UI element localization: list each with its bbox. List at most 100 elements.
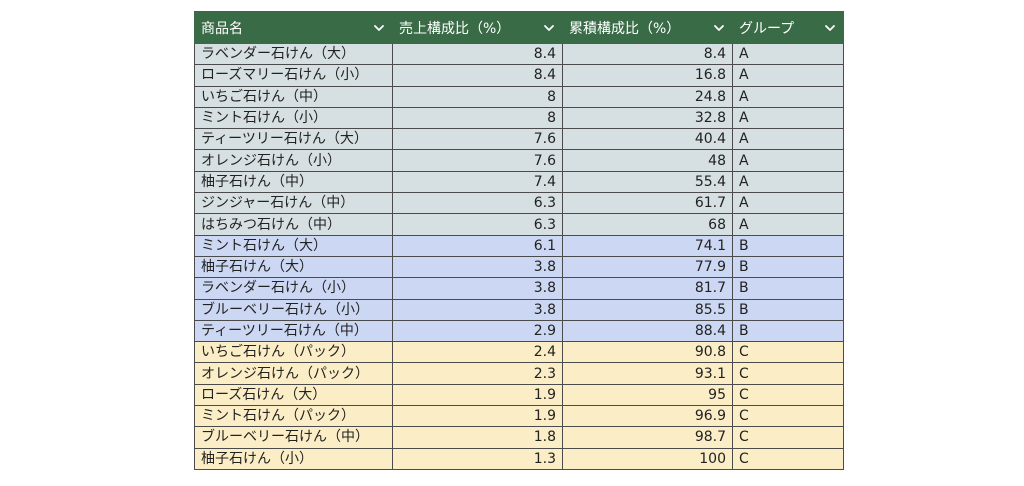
cumulative-share-cell[interactable]: 61.7 bbox=[562, 192, 733, 215]
sales-share-cell[interactable]: 8 bbox=[392, 106, 563, 130]
sales-share-cell[interactable]: 1.8 bbox=[392, 426, 563, 449]
cumulative-share-cell[interactable]: 100 bbox=[562, 447, 733, 470]
product-name-cell[interactable]: 柚子石けん（中） bbox=[194, 170, 393, 194]
sales-share-cell[interactable]: 7.6 bbox=[392, 149, 563, 172]
product-name-cell[interactable]: 柚子石けん（小） bbox=[194, 447, 393, 470]
group-cell[interactable]: A bbox=[732, 192, 844, 215]
group-cell[interactable]: B bbox=[732, 234, 844, 257]
cumulative-share-cell[interactable]: 88.4 bbox=[562, 319, 733, 343]
cumulative-share-cell[interactable]: 8.4 bbox=[562, 42, 733, 66]
cumulative-share-cell[interactable]: 24.8 bbox=[562, 85, 733, 108]
group-cell[interactable]: A bbox=[732, 170, 844, 194]
product-name-cell[interactable]: ラベンダー石けん（小） bbox=[194, 277, 393, 300]
data-table-container: 商品名 売上構成比（%） 累 bbox=[194, 11, 844, 470]
cumulative-share-cell[interactable]: 98.7 bbox=[562, 426, 733, 449]
table-row: ラベンダー石けん（小） 3.8 81.7 B bbox=[194, 277, 844, 300]
group-cell[interactable]: C bbox=[732, 383, 844, 407]
sales-share-cell[interactable]: 7.6 bbox=[392, 128, 563, 151]
column-header-group[interactable]: グループ bbox=[732, 11, 844, 44]
product-name-cell[interactable]: ティーツリー石けん（大） bbox=[194, 128, 393, 151]
sales-share-cell[interactable]: 2.9 bbox=[392, 319, 563, 343]
table-row: 柚子石けん（大） 3.8 77.9 B bbox=[194, 255, 844, 279]
cumulative-share-cell[interactable]: 96.9 bbox=[562, 405, 733, 428]
product-name-cell[interactable]: ブルーベリー石けん（中） bbox=[194, 426, 393, 449]
chevron-down-icon[interactable] bbox=[712, 21, 726, 35]
product-name-cell[interactable]: ラベンダー石けん（大） bbox=[194, 42, 393, 66]
product-name-cell[interactable]: ローズマリー石けん（小） bbox=[194, 64, 393, 87]
group-cell[interactable]: B bbox=[732, 255, 844, 279]
sales-share-cell[interactable]: 2.3 bbox=[392, 362, 563, 385]
product-name-cell[interactable]: ミント石けん（小） bbox=[194, 106, 393, 130]
column-header-sales-share[interactable]: 売上構成比（%） bbox=[392, 11, 563, 44]
sales-share-cell[interactable]: 1.9 bbox=[392, 383, 563, 407]
chevron-down-icon[interactable] bbox=[372, 21, 386, 35]
sales-share-cell[interactable]: 8.4 bbox=[392, 64, 563, 87]
sales-share-cell[interactable]: 2.4 bbox=[392, 341, 563, 364]
product-name-cell[interactable]: ミント石けん（大） bbox=[194, 234, 393, 257]
group-cell[interactable]: A bbox=[732, 85, 844, 108]
product-name-cell[interactable]: ティーツリー石けん（中） bbox=[194, 319, 393, 343]
sales-share-cell[interactable]: 1.9 bbox=[392, 405, 563, 428]
group-cell[interactable]: C bbox=[732, 447, 844, 470]
sales-share-cell[interactable]: 3.8 bbox=[392, 277, 563, 300]
group-cell[interactable]: C bbox=[732, 362, 844, 385]
cumulative-share-cell[interactable]: 48 bbox=[562, 149, 733, 172]
group-cell[interactable]: A bbox=[732, 149, 844, 172]
sales-share-cell[interactable]: 3.8 bbox=[392, 255, 563, 279]
cumulative-share-cell[interactable]: 32.8 bbox=[562, 106, 733, 130]
column-header-cumulative-share[interactable]: 累積構成比（%） bbox=[562, 11, 733, 44]
cumulative-share-cell[interactable]: 90.8 bbox=[562, 341, 733, 364]
product-name-cell[interactable]: ジンジャー石けん（中） bbox=[194, 192, 393, 215]
cumulative-share-cell[interactable]: 55.4 bbox=[562, 170, 733, 194]
product-name-cell[interactable]: ミント石けん（パック） bbox=[194, 405, 393, 428]
cumulative-share-cell[interactable]: 68 bbox=[562, 213, 733, 236]
cumulative-share-cell[interactable]: 77.9 bbox=[562, 255, 733, 279]
group-cell[interactable]: B bbox=[732, 319, 844, 343]
sales-share-cell[interactable]: 7.4 bbox=[392, 170, 563, 194]
table-body: ラベンダー石けん（大） 8.4 8.4 A ローズマリー石けん（小） 8.4 16.8 A いち… bbox=[194, 42, 844, 470]
product-name-cell[interactable]: オレンジ石けん（小） bbox=[194, 149, 393, 172]
group-cell[interactable]: B bbox=[732, 277, 844, 300]
product-name-cell[interactable]: いちご石けん（パック） bbox=[194, 341, 393, 364]
sales-share-cell[interactable]: 8 bbox=[392, 85, 563, 108]
group-cell[interactable]: B bbox=[732, 298, 844, 321]
group-cell[interactable]: A bbox=[732, 42, 844, 66]
cumulative-share-cell[interactable]: 95 bbox=[562, 383, 733, 407]
chevron-down-icon[interactable] bbox=[542, 21, 556, 35]
table-row: オレンジ石けん（小） 7.6 48 A bbox=[194, 149, 844, 172]
header-row: 商品名 売上構成比（%） 累 bbox=[194, 11, 844, 44]
sales-share-cell[interactable]: 6.3 bbox=[392, 192, 563, 215]
cumulative-share-cell[interactable]: 16.8 bbox=[562, 64, 733, 87]
column-header-product-name[interactable]: 商品名 bbox=[194, 11, 393, 44]
cumulative-share-cell[interactable]: 85.5 bbox=[562, 298, 733, 321]
product-name-cell[interactable]: いちご石けん（中） bbox=[194, 85, 393, 108]
sales-share-cell[interactable]: 6.1 bbox=[392, 234, 563, 257]
group-cell[interactable]: A bbox=[732, 106, 844, 130]
table-row: はちみつ石けん（中） 6.3 68 A bbox=[194, 213, 844, 236]
group-cell[interactable]: C bbox=[732, 405, 844, 428]
table-row: ティーツリー石けん（大） 7.6 40.4 A bbox=[194, 128, 844, 151]
abc-analysis-table: 商品名 売上構成比（%） 累 bbox=[194, 11, 844, 470]
column-header-label: グループ bbox=[739, 20, 795, 37]
group-cell[interactable]: A bbox=[732, 213, 844, 236]
sales-share-cell[interactable]: 3.8 bbox=[392, 298, 563, 321]
sales-share-cell[interactable]: 8.4 bbox=[392, 42, 563, 66]
product-name-cell[interactable]: 柚子石けん（大） bbox=[194, 255, 393, 279]
product-name-cell[interactable]: オレンジ石けん（パック） bbox=[194, 362, 393, 385]
chevron-down-icon[interactable] bbox=[823, 21, 837, 35]
cumulative-share-cell[interactable]: 74.1 bbox=[562, 234, 733, 257]
cumulative-share-cell[interactable]: 81.7 bbox=[562, 277, 733, 300]
group-cell[interactable]: A bbox=[732, 64, 844, 87]
cumulative-share-cell[interactable]: 40.4 bbox=[562, 128, 733, 151]
product-name-cell[interactable]: ブルーベリー石けん（小） bbox=[194, 298, 393, 321]
sales-share-cell[interactable]: 1.3 bbox=[392, 447, 563, 470]
cumulative-share-cell[interactable]: 93.1 bbox=[562, 362, 733, 385]
sales-share-cell[interactable]: 6.3 bbox=[392, 213, 563, 236]
group-cell[interactable]: C bbox=[732, 341, 844, 364]
table-row: ローズ石けん（大） 1.9 95 C bbox=[194, 383, 844, 407]
table-row: ブルーベリー石けん（中） 1.8 98.7 C bbox=[194, 426, 844, 449]
product-name-cell[interactable]: はちみつ石けん（中） bbox=[194, 213, 393, 236]
group-cell[interactable]: C bbox=[732, 426, 844, 449]
product-name-cell[interactable]: ローズ石けん（大） bbox=[194, 383, 393, 407]
group-cell[interactable]: A bbox=[732, 128, 844, 151]
